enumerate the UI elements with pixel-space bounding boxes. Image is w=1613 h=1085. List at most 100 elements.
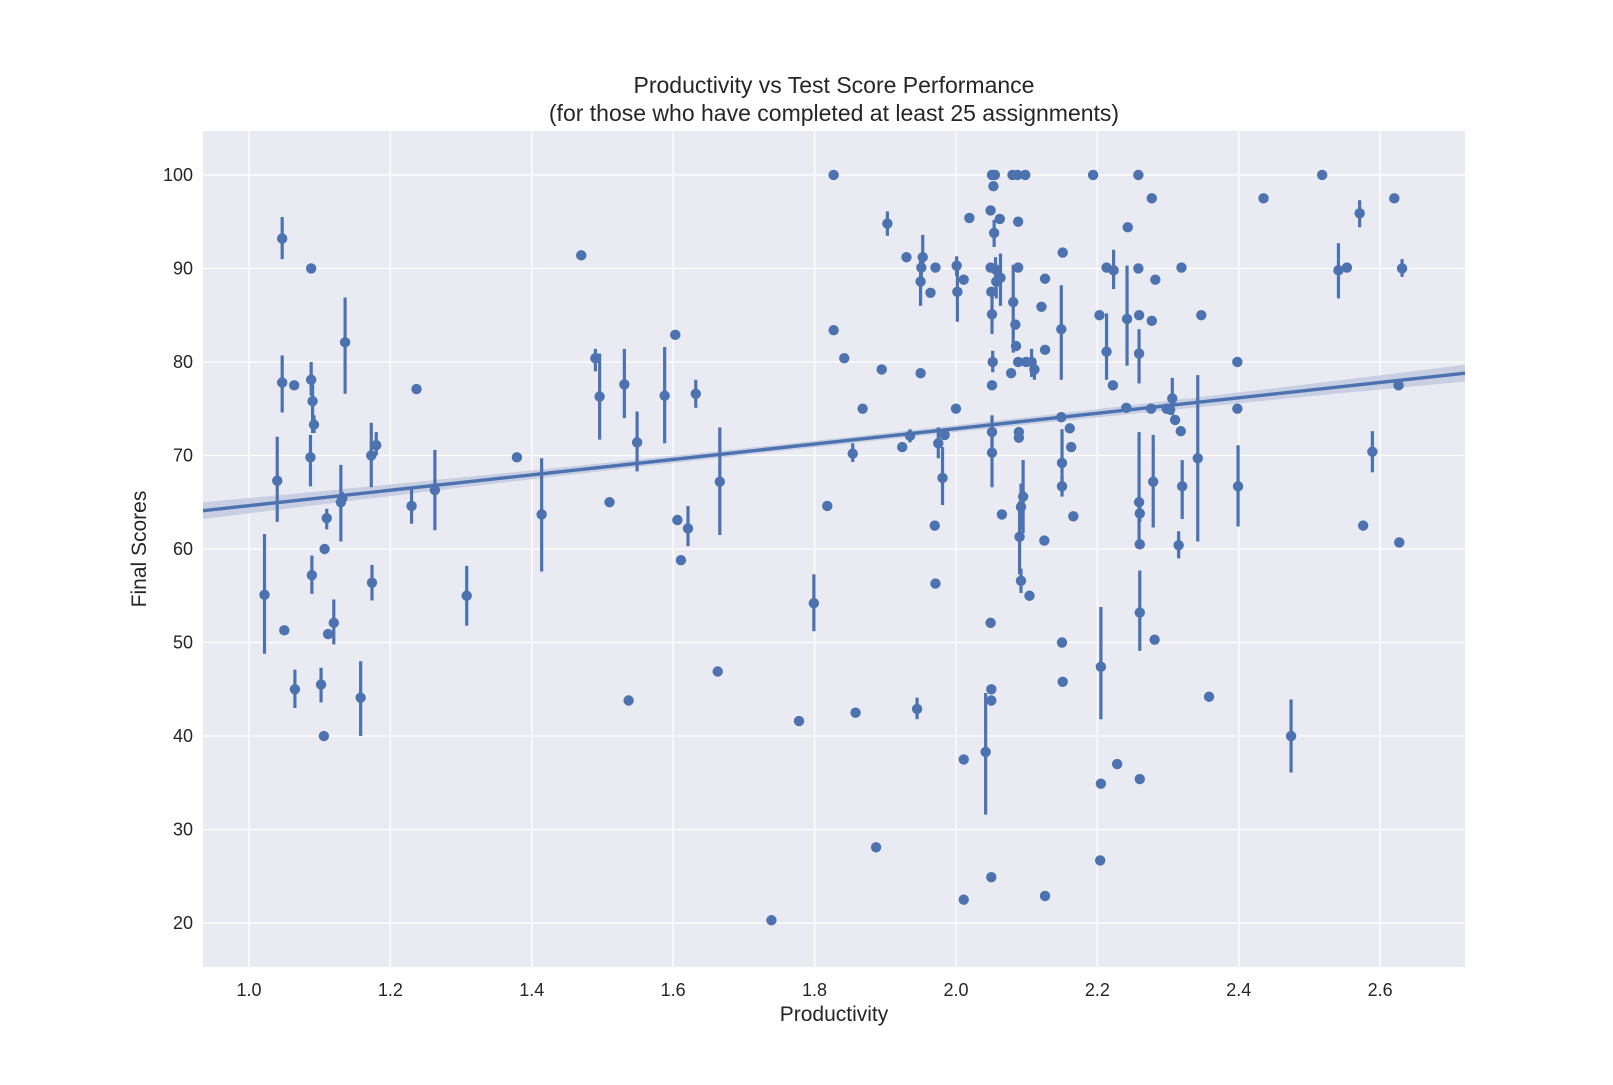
data-point <box>1029 359 1040 380</box>
point-marker <box>272 475 283 486</box>
data-point <box>964 212 975 224</box>
data-point <box>675 555 687 566</box>
data-point <box>985 617 996 629</box>
data-point <box>1333 243 1344 299</box>
point-marker <box>937 472 948 484</box>
point-marker <box>850 707 861 718</box>
data-point <box>1146 315 1157 327</box>
point-marker <box>1012 262 1024 273</box>
point-marker <box>1258 193 1269 204</box>
point-marker <box>1134 773 1145 785</box>
data-point <box>1133 329 1145 384</box>
point-marker <box>659 390 670 401</box>
point-marker <box>766 915 777 926</box>
data-point <box>847 443 858 463</box>
data-point <box>1094 855 1106 866</box>
point-marker <box>988 227 1000 239</box>
data-point <box>1012 356 1024 368</box>
x-tick-label: 2.4 <box>1226 980 1251 1000</box>
x-tick-label: 2.0 <box>943 980 968 1000</box>
point-marker <box>307 396 318 407</box>
data-point <box>1393 380 1404 391</box>
point-marker <box>1333 265 1344 276</box>
data-point <box>259 534 270 654</box>
data-point <box>371 432 382 456</box>
point-marker <box>590 353 601 364</box>
point-marker <box>980 746 991 758</box>
data-point <box>929 520 940 531</box>
point-marker <box>952 286 963 298</box>
data-point <box>536 458 547 572</box>
data-point <box>930 262 941 273</box>
point-marker <box>594 391 605 402</box>
data-point <box>1232 445 1244 527</box>
point-marker <box>929 520 940 531</box>
data-point <box>876 364 887 375</box>
grid-lines <box>203 131 1465 967</box>
point-marker <box>1133 169 1144 181</box>
data-point <box>857 403 868 414</box>
data-point <box>714 427 726 535</box>
data-point <box>1094 310 1105 321</box>
data-point <box>1176 460 1188 520</box>
data-point <box>901 252 912 263</box>
point-marker <box>337 493 348 504</box>
point-marker <box>1192 453 1203 464</box>
data-point <box>1036 301 1047 313</box>
data-point <box>328 599 339 645</box>
y-axis-label: Final Scores <box>128 491 151 608</box>
point-marker <box>839 353 850 364</box>
x-tick-label: 1.2 <box>378 980 403 1000</box>
data-point <box>1068 511 1079 522</box>
data-point <box>318 730 330 742</box>
point-marker <box>289 380 300 391</box>
point-marker <box>366 450 377 461</box>
point-marker <box>623 695 634 706</box>
point-marker <box>793 715 805 727</box>
data-point <box>1145 403 1157 414</box>
point-marker <box>1056 637 1068 648</box>
point-marker <box>1029 364 1040 375</box>
point-marker <box>828 169 839 181</box>
point-marker <box>1065 441 1077 453</box>
point-marker <box>321 512 332 524</box>
y-tick-label: 60 <box>173 539 193 559</box>
point-marker <box>930 578 941 589</box>
data-point <box>958 894 969 905</box>
data-point <box>355 661 366 737</box>
data-point <box>985 205 996 216</box>
point-marker <box>1121 313 1133 325</box>
data-point <box>321 508 332 530</box>
point-marker <box>1396 263 1408 274</box>
point-marker <box>1122 222 1133 233</box>
data-point <box>986 286 997 298</box>
data-point <box>305 434 316 487</box>
point-marker <box>901 252 912 263</box>
data-point <box>604 497 615 508</box>
point-marker <box>1176 481 1188 492</box>
point-marker <box>847 448 858 459</box>
data-point <box>1121 402 1132 413</box>
data-point <box>712 666 723 677</box>
data-point <box>305 263 317 274</box>
data-point <box>766 915 777 926</box>
point-marker <box>1013 432 1025 443</box>
data-point <box>1108 249 1119 290</box>
point-marker <box>1167 393 1178 404</box>
point-marker <box>1285 730 1297 742</box>
data-point <box>793 715 805 727</box>
data-point <box>308 415 320 434</box>
data-point <box>1394 537 1405 548</box>
point-marker <box>604 497 615 508</box>
point-marker <box>1056 411 1067 423</box>
data-points <box>259 169 1408 926</box>
point-marker <box>986 286 997 298</box>
data-point <box>1133 263 1144 274</box>
data-point <box>322 628 334 640</box>
point-marker <box>1036 301 1047 313</box>
point-marker <box>276 233 288 244</box>
point-marker <box>917 252 928 263</box>
data-point <box>958 274 969 285</box>
point-marker <box>672 514 683 526</box>
data-point <box>289 669 301 708</box>
